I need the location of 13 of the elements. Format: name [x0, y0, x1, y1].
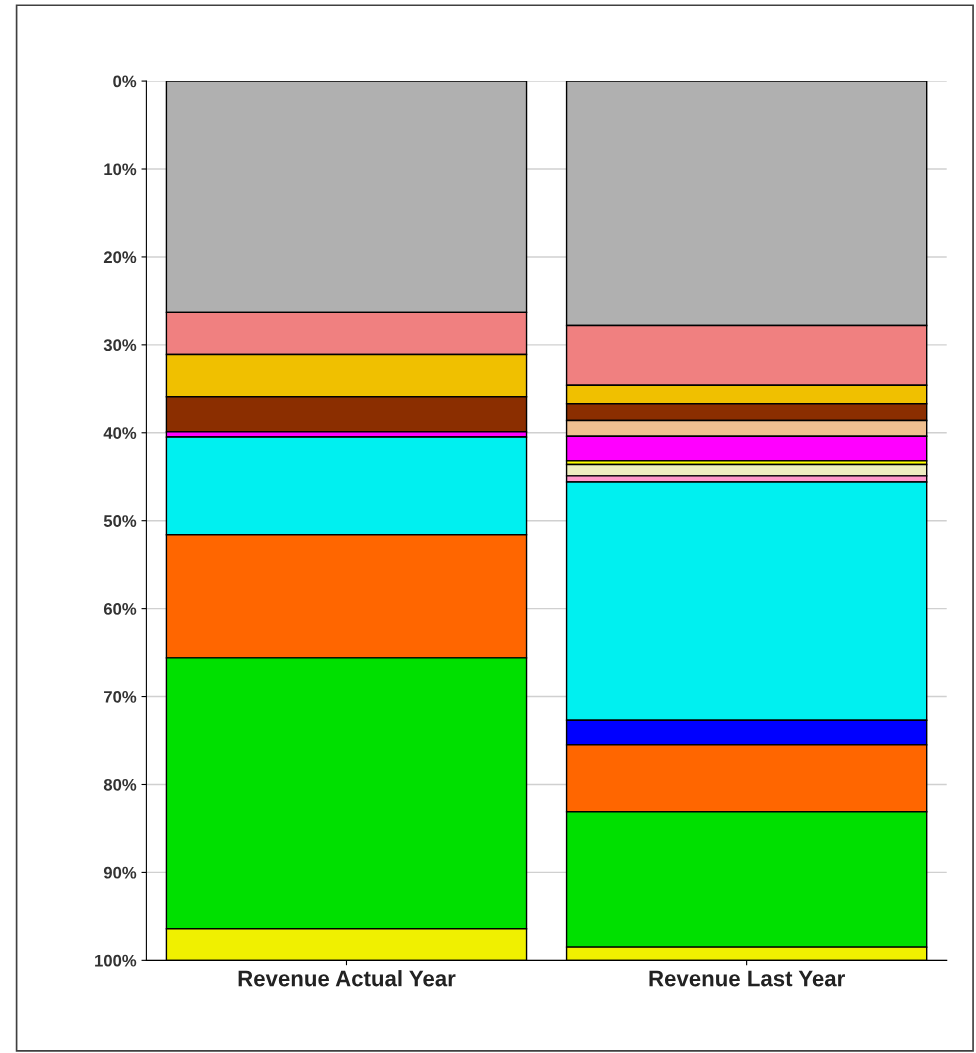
y-tick-label: 50%: [103, 515, 137, 527]
y-tick-label: 80%: [103, 778, 137, 791]
y-tick-label: 40%: [103, 427, 137, 439]
y-tick-label: 0%: [113, 75, 137, 88]
y-tick-label: 10%: [104, 163, 137, 176]
x-tick-label: Revenue Actual Year: [238, 970, 456, 987]
y-tick-label: 90%: [103, 866, 137, 879]
y-tick-label: 60%: [103, 603, 137, 615]
x-tick-label: Revenue Last Year: [649, 970, 845, 987]
y-tick-label: 30%: [103, 339, 137, 352]
y-tick-label: 20%: [103, 251, 137, 264]
y-tick-label: 100%: [95, 954, 137, 967]
y-tick-label: 70%: [104, 690, 137, 703]
